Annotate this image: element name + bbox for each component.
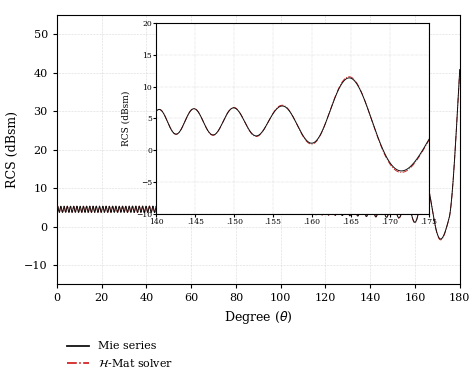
Mie series: [385, 212, 391, 217]
X-axis label: Degree ($\theta$): Degree ($\theta$): [224, 309, 292, 326]
$\mathcal{H}$-Mat solver: [296, 212, 301, 216]
Mie series: [127, 207, 133, 212]
Mie series: [355, 214, 360, 218]
$\mathcal{H}$-Mat solver: [316, 202, 322, 206]
$\mathcal{H}$-Mat solver: [385, 212, 391, 217]
Mie series: [208, 204, 214, 208]
$\mathcal{H}$-Mat solver: [54, 207, 60, 211]
$\mathcal{H}$-Mat solver: [438, 238, 444, 242]
Mie series: [316, 202, 322, 206]
Mie series: [54, 207, 60, 211]
Mie series: [438, 237, 444, 241]
Mie series: [457, 67, 463, 72]
Line: $\mathcal{H}$-Mat solver: $\mathcal{H}$-Mat solver: [57, 69, 460, 240]
Legend: Mie series, $\mathcal{H}$-Mat solver: Mie series, $\mathcal{H}$-Mat solver: [63, 337, 178, 373]
$\mathcal{H}$-Mat solver: [457, 67, 463, 72]
$\mathcal{H}$-Mat solver: [127, 207, 133, 212]
$\mathcal{H}$-Mat solver: [208, 204, 214, 208]
$\mathcal{H}$-Mat solver: [355, 214, 360, 218]
Mie series: [296, 212, 301, 216]
Y-axis label: RCS (dBsm): RCS (dBsm): [121, 91, 130, 146]
Line: Mie series: Mie series: [57, 69, 460, 239]
Y-axis label: RCS (dBsm): RCS (dBsm): [6, 111, 18, 188]
